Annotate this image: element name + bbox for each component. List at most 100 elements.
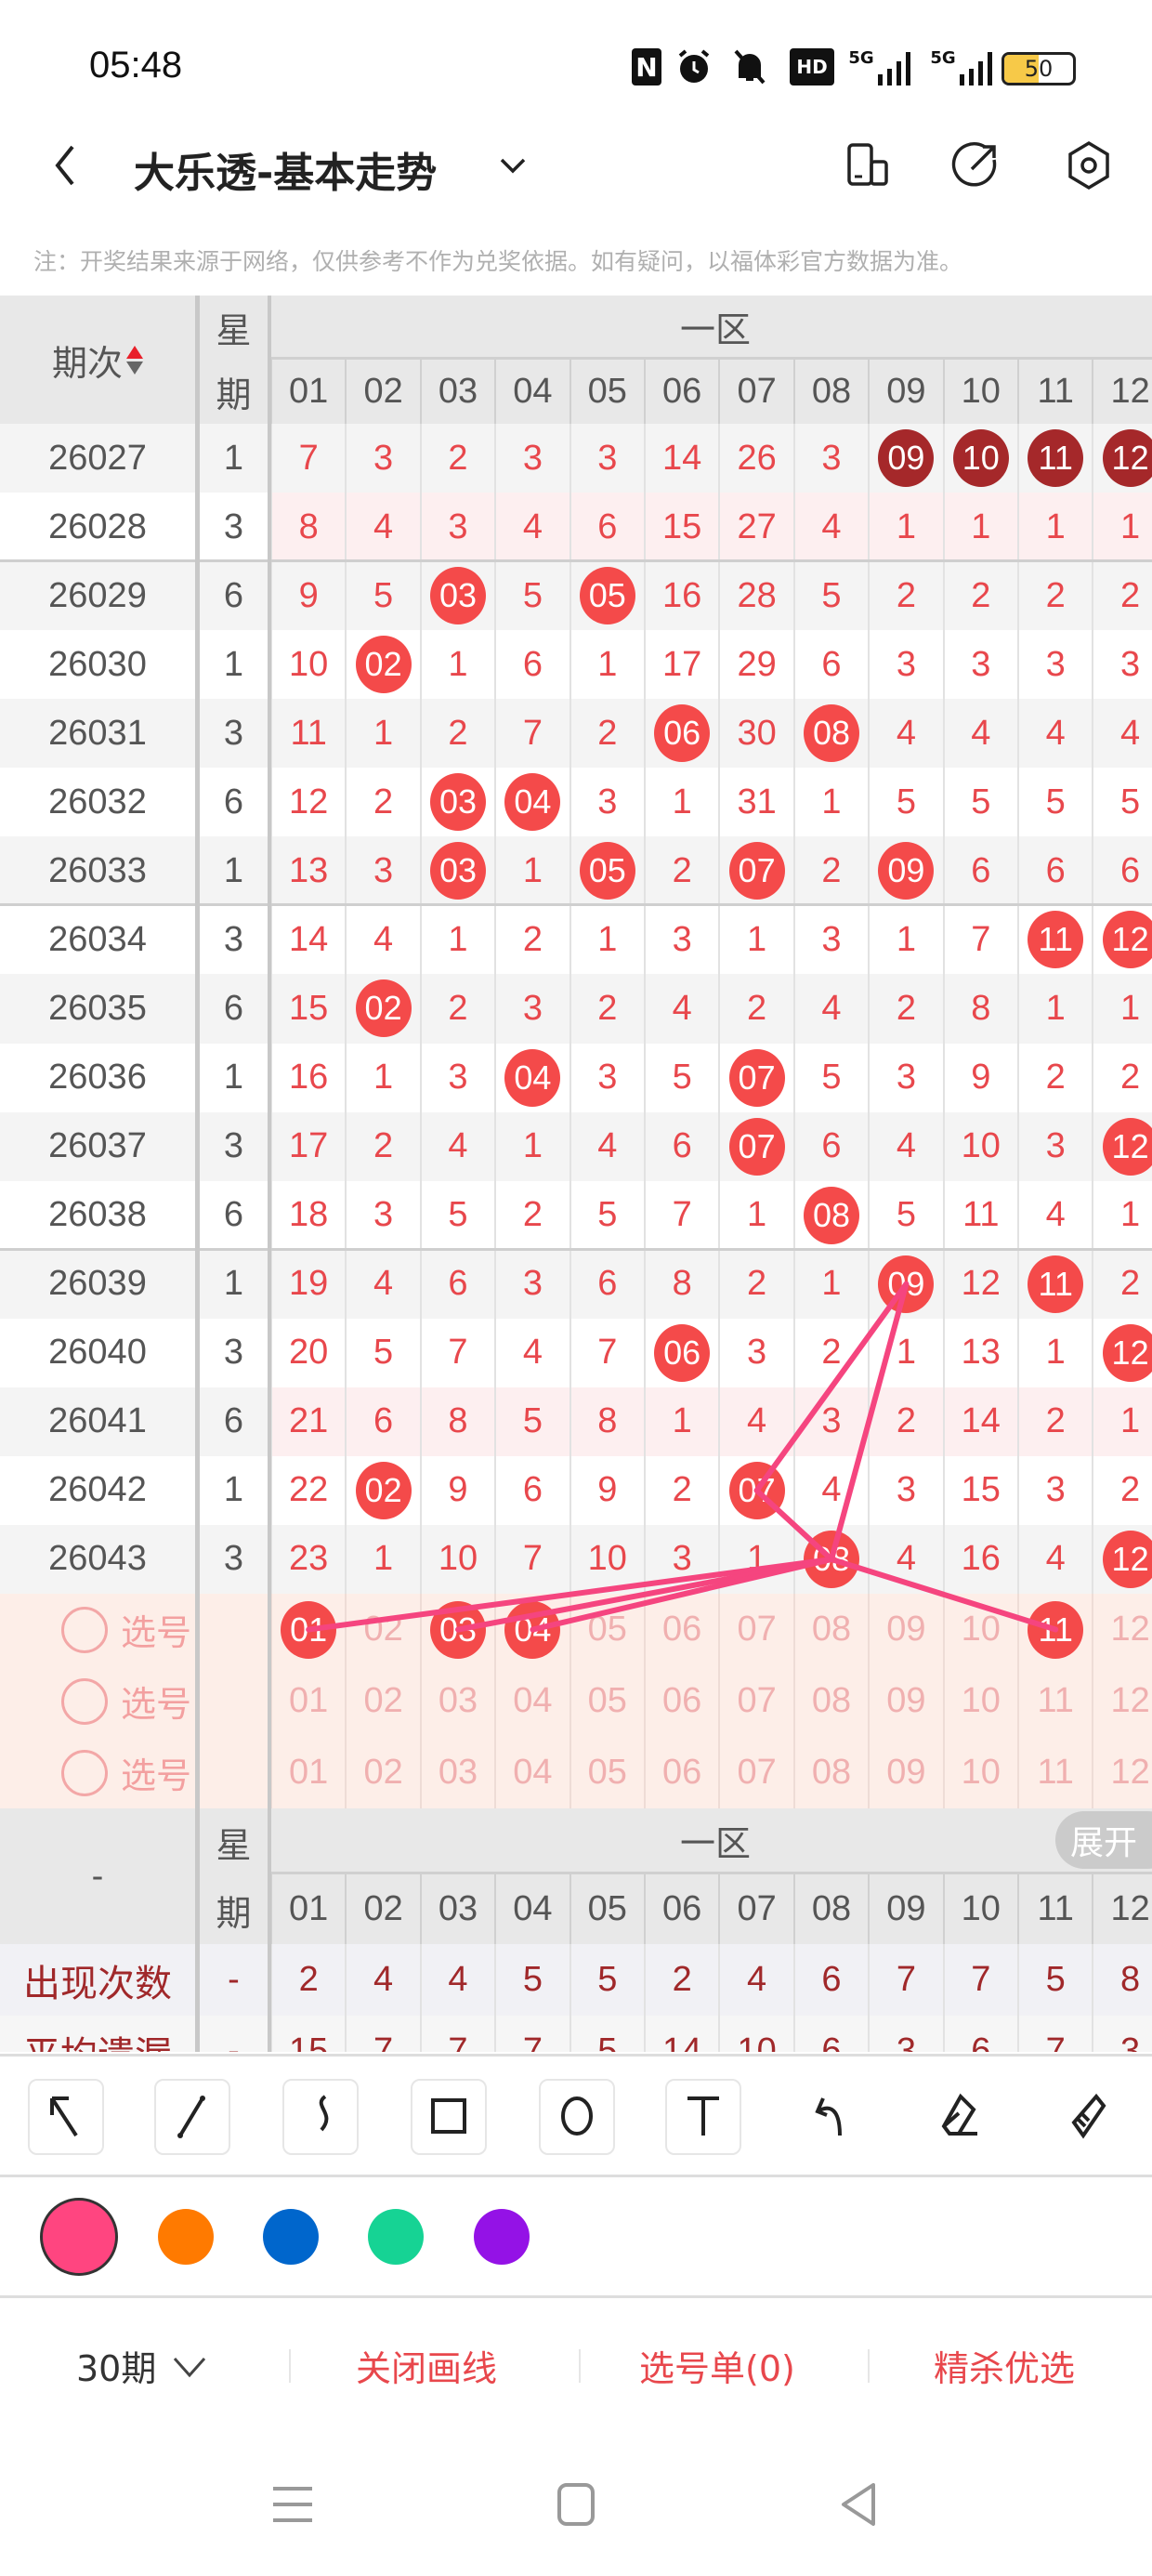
selected-number[interactable]: 01 [271,1594,346,1665]
back-nav-icon[interactable] [836,2481,883,2528]
rectangle-tool-button[interactable] [411,2079,487,2155]
sort-icon[interactable] [126,345,143,375]
table-row [0,699,1152,769]
trend-table[interactable]: 26027 1 7 3 2 3 3 14 26 3 09 10 11 12 26028 3 8 4 3 4 6 15 27 4… [0,296,1152,2052]
color-swatch[interactable] [40,2198,118,2276]
column-divider [270,424,272,1594]
omission-cell: 1 [373,1539,394,1579]
select-number[interactable]: 09 [886,1610,926,1649]
omission-cell: 6 [448,1264,468,1304]
table-row [0,561,1152,631]
curve-tool-button[interactable] [282,2079,359,2155]
settings-icon[interactable] [1061,138,1117,193]
back-icon[interactable] [37,138,93,193]
premium-picks-button[interactable]: 精杀优选 [934,2348,1076,2389]
omission-cell: 16 [662,575,702,615]
arrow-tool-button[interactable] [28,2079,104,2155]
sort-up-icon [126,345,143,359]
table-row [0,1111,1152,1181]
select-number[interactable]: 03 [438,1753,478,1793]
color-swatch[interactable] [158,2209,214,2265]
close-drawing-button[interactable]: 关闭画线 [356,2348,498,2389]
column-header: 06 [662,1888,702,1928]
select-number[interactable]: 08 [811,1681,852,1721]
clear-all-button[interactable] [1048,2079,1124,2155]
color-swatch[interactable] [474,2209,530,2265]
network-type: 5G [848,48,874,68]
expand-button[interactable]: 展开 [1055,1811,1152,1870]
line-tool-button[interactable] [154,2079,230,2155]
select-number[interactable]: 12 [1110,1681,1150,1721]
column-divider [644,1594,646,1809]
undo-button[interactable] [795,2079,871,2155]
select-number[interactable]: 01 [289,1753,329,1793]
select-number[interactable]: 09 [886,1753,926,1793]
color-swatch[interactable] [368,2209,424,2265]
column-header: 10 [961,1888,1001,1928]
select-number[interactable]: 02 [363,1753,403,1793]
select-number[interactable]: 11 [1037,1753,1074,1793]
select-number[interactable]: 06 [662,1753,702,1793]
select-number[interactable]: 01 [289,1681,329,1721]
select-number[interactable]: 11 [1037,1681,1074,1721]
column-divider [942,1944,945,2052]
select-number[interactable]: 02 [363,1681,403,1721]
column-header: 12 [1110,1888,1150,1928]
column-divider [718,424,721,1594]
omission-cell: 3 [672,919,692,959]
selected-number[interactable]: 11 [1018,1594,1093,1665]
select-number[interactable]: 04 [513,1753,553,1793]
home-icon[interactable] [556,2481,596,2528]
select-number[interactable]: 08 [811,1753,852,1793]
layout-icon[interactable] [844,139,896,191]
select-number[interactable]: 03 [438,1681,478,1721]
select-number[interactable]: 07 [737,1753,777,1793]
page-title[interactable]: 大乐透-基本走势 [134,150,438,197]
selected-number[interactable]: 04 [495,1594,569,1665]
select-number[interactable]: 10 [961,1753,1001,1793]
divider [271,1872,1152,1875]
select-number[interactable]: 07 [737,1681,777,1721]
number-ball: 07 [728,842,785,900]
number-ball: 07 [728,1461,785,1519]
eraser-button[interactable] [922,2079,998,2155]
circle-tool-button[interactable] [539,2079,615,2155]
share-icon[interactable] [949,139,1001,191]
select-number[interactable]: 05 [587,1681,627,1721]
text-tool-button[interactable] [665,2079,741,2155]
select-number[interactable]: 05 [587,1610,627,1649]
select-number[interactable]: 05 [587,1753,627,1793]
omission-cell: 7 [448,1333,468,1373]
select-radio[interactable] [61,1606,108,1653]
select-number[interactable]: 10 [961,1681,1001,1721]
select-number[interactable]: 09 [886,1681,926,1721]
column-divider [792,1594,795,1809]
column-divider [1092,360,1094,424]
select-number[interactable]: 12 [1110,1753,1150,1793]
select-number[interactable]: 02 [363,1610,403,1649]
color-swatch[interactable] [263,2209,319,2265]
select-number[interactable]: 08 [811,1610,852,1649]
select-number[interactable]: 12 [1110,1610,1150,1649]
menu-icon[interactable] [269,2481,316,2528]
select-number[interactable]: 06 [662,1681,702,1721]
arrow-tool-icon [50,2096,78,2137]
omission-cell: 3 [896,644,916,684]
select-radio[interactable] [61,1677,108,1725]
period-count-select[interactable]: 30期 [76,2340,210,2391]
omission-cell: 4 [821,506,842,546]
selected-number[interactable]: 03 [421,1594,495,1665]
period-header[interactable]: 期次 [0,296,195,424]
select-radio[interactable] [61,1749,108,1796]
chevron-down-icon[interactable] [492,145,533,186]
omission-cell: 2 [821,850,842,890]
select-number[interactable]: 07 [737,1610,777,1649]
omission-cell: 1 [522,1126,543,1166]
number-ball: 09 [878,1255,935,1313]
hit-cell: 12 [1093,1112,1152,1181]
period-cell: 26032 [48,782,147,821]
select-number[interactable]: 10 [961,1610,1001,1649]
select-number[interactable]: 06 [662,1610,702,1649]
selection-list-button[interactable]: 选号单(0) [639,2348,795,2389]
select-number[interactable]: 04 [513,1681,553,1721]
